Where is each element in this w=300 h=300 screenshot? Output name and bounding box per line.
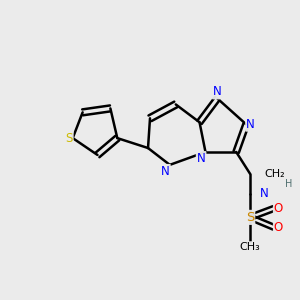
Text: S: S — [65, 132, 73, 145]
Text: N: N — [197, 152, 206, 165]
Text: O: O — [274, 221, 283, 234]
Text: O: O — [274, 202, 283, 215]
Text: H: H — [285, 179, 292, 189]
Text: N: N — [213, 85, 222, 98]
Text: N: N — [260, 187, 269, 200]
Text: CH₂: CH₂ — [264, 169, 285, 179]
Text: N: N — [161, 165, 170, 178]
Text: N: N — [246, 118, 255, 131]
Text: S: S — [246, 211, 254, 224]
Text: CH₃: CH₃ — [240, 242, 260, 252]
